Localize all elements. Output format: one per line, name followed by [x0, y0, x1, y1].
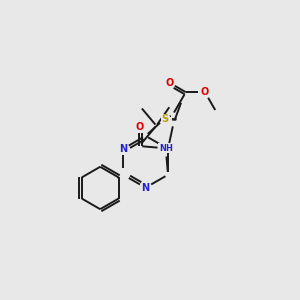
Text: O: O: [165, 78, 173, 88]
Text: S: S: [161, 113, 168, 124]
Text: NH: NH: [159, 144, 173, 153]
Text: O: O: [135, 122, 143, 132]
Text: N: N: [142, 183, 150, 193]
Text: N: N: [119, 144, 127, 154]
Text: O: O: [201, 87, 209, 97]
